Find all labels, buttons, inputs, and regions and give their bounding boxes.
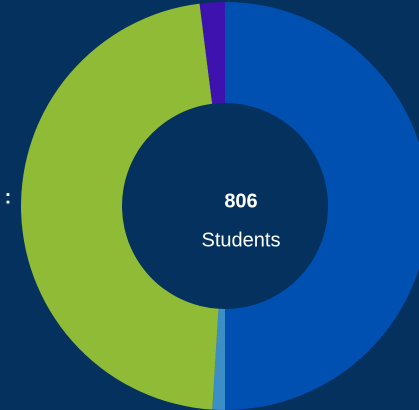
center-label: Students [202,229,281,251]
donut-segment [199,2,225,104]
center-value: 806 [224,190,257,212]
side-label: : [5,186,12,208]
donut-segment [20,3,219,410]
donut-segment [212,308,225,410]
donut-segment [225,2,419,410]
